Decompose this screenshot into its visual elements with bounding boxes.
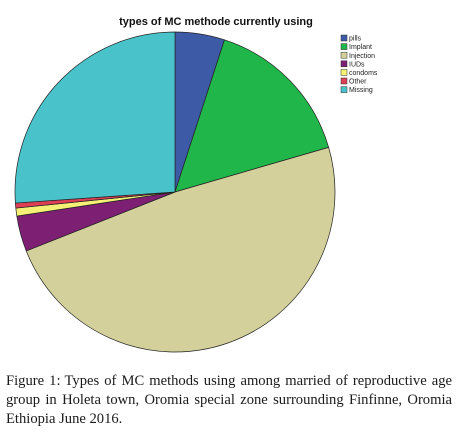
pie-slice-injection bbox=[25, 146, 336, 353]
legend-swatch-missing bbox=[340, 86, 348, 93]
chart-title: types of MC methode currently using bbox=[119, 16, 313, 28]
pie-slices bbox=[14, 31, 336, 353]
legend-label-iuds: IUDs bbox=[349, 61, 365, 68]
legend-swatch-other bbox=[340, 77, 348, 85]
legend-label-missing: Missing bbox=[349, 87, 373, 94]
pie-slice-implant bbox=[174, 39, 330, 193]
pie-slice-missing bbox=[14, 31, 176, 204]
legend-label-pills: pills bbox=[349, 36, 362, 43]
legend-swatch-pills bbox=[340, 34, 348, 42]
legend-label-injection: Injection bbox=[349, 53, 375, 60]
legend-label-condoms: condoms bbox=[349, 70, 378, 77]
legend-swatch-injection bbox=[340, 51, 348, 59]
legend-swatch-implant bbox=[340, 43, 348, 50]
legend-swatch-condoms bbox=[340, 69, 348, 76]
legend-swatch-iuds bbox=[340, 60, 348, 68]
figure-caption: Figure 1: Types of MC methods using among… bbox=[6, 372, 452, 429]
legend-label-implant: Implant bbox=[349, 44, 372, 51]
pie-chart: types of MC methode currently using pill… bbox=[14, 16, 378, 353]
figure-caption-text: Types of MC methods using among married … bbox=[6, 373, 452, 427]
legend-label-other: Other bbox=[349, 79, 367, 86]
figure-caption-label: Figure 1: bbox=[6, 373, 61, 389]
